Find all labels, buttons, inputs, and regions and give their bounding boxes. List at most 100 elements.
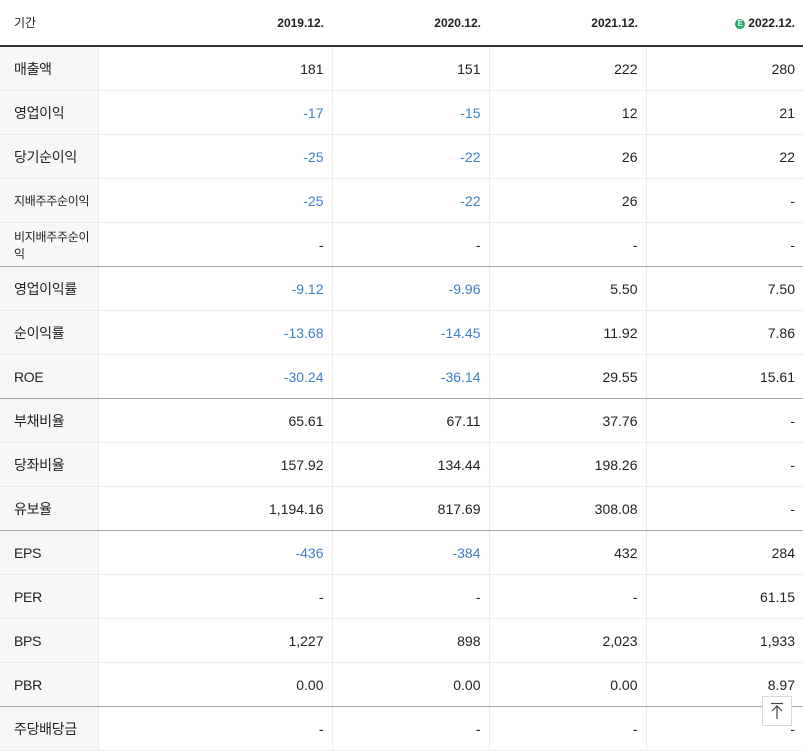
cell-value: -: [645, 486, 803, 531]
cell-value: 198.26: [488, 442, 646, 487]
cell-value: 29.55: [488, 354, 646, 399]
cell-value: 22: [645, 134, 803, 179]
table-row: BPS 1,227 898 2,023 1,933: [0, 618, 803, 663]
period-2022: E 2022.12.: [646, 0, 803, 47]
row-label: BPS: [0, 618, 98, 663]
cell-value: 817.69: [331, 486, 489, 531]
table-row: 지배주주순이익 -25 -22 26-: [0, 178, 803, 223]
row-label: 영업이익: [0, 90, 98, 135]
scroll-top-button[interactable]: [762, 696, 792, 726]
cell-value: 65.61: [97, 398, 332, 443]
cell-value: -22: [331, 134, 489, 179]
cell-value: 0.00: [331, 662, 489, 707]
cell-value: -13.68: [97, 310, 332, 355]
table-row: 당좌비율 157.92 134.44 198.26-: [0, 442, 803, 487]
cell-value: 37.76: [488, 398, 646, 443]
cell-value: 284: [645, 530, 803, 575]
cell-value: -: [97, 706, 332, 751]
cell-value: 2,023: [488, 618, 646, 663]
cell-value: 26: [488, 178, 646, 223]
cell-value: -9.96: [331, 266, 489, 311]
cell-value: -15: [331, 90, 489, 135]
cell-value: 134.44: [331, 442, 489, 487]
table-row: 영업이익률 -9.12 -9.96 5.50 7.50: [0, 266, 803, 311]
row-label: 유보율: [0, 486, 98, 531]
cell-value: 1,227: [97, 618, 332, 663]
cell-value: 15.61: [645, 354, 803, 399]
cell-value: -: [97, 222, 332, 267]
cell-value: 26: [488, 134, 646, 179]
row-label: 지배주주순이익: [0, 178, 98, 223]
row-label: ROE: [0, 354, 98, 399]
cell-value: -436: [97, 530, 332, 575]
cell-value: -: [488, 706, 646, 751]
row-label: 주당배당금: [0, 706, 98, 751]
cell-value: 0.00: [97, 662, 332, 707]
cell-value: -30.24: [97, 354, 332, 399]
cell-value: -: [331, 222, 489, 267]
cell-value: 157.92: [97, 442, 332, 487]
arrow-up-icon: [771, 702, 783, 719]
cell-value: 61.15: [645, 574, 803, 619]
table-row: ROE -30.24 -36.14 29.55 15.61: [0, 354, 803, 399]
row-label: 당좌비율: [0, 442, 98, 487]
cell-value: 7.50: [645, 266, 803, 311]
cell-value: -: [645, 222, 803, 267]
table-row: 영업이익 -17 -15 12 21: [0, 90, 803, 135]
table-row: 부채비율 65.61 67.11 37.76-: [0, 398, 803, 443]
cell-value: -: [331, 574, 489, 619]
table-row: 순이익률 -13.68 -14.45 11.92 7.86: [0, 310, 803, 355]
period-2022-label: 2022.12.: [748, 15, 795, 30]
cell-value: 1,194.16: [97, 486, 332, 531]
cell-value: -: [488, 574, 646, 619]
cell-value: -: [645, 442, 803, 487]
cell-value: 151: [331, 46, 489, 91]
table-row: 주당배당금 - - - -: [0, 706, 803, 751]
cell-value: 7.86: [645, 310, 803, 355]
cell-value: 181: [97, 46, 332, 91]
period-label: 기간: [0, 0, 98, 47]
cell-value: 1,933: [645, 618, 803, 663]
cell-value: -: [645, 178, 803, 223]
table-row: 비지배주주순이익 - - - -: [0, 222, 803, 267]
cell-value: 12: [488, 90, 646, 135]
cell-value: -36.14: [331, 354, 489, 399]
cell-value: 280: [645, 46, 803, 91]
table-row: PBR 0.00 0.00 0.00 8.97: [0, 662, 803, 707]
cell-value: -17: [97, 90, 332, 135]
cell-value: 308.08: [488, 486, 646, 531]
table-row: 매출액 181 151 222 280: [0, 46, 803, 91]
row-label: 순이익률: [0, 310, 98, 355]
estimate-icon: E: [735, 18, 746, 29]
row-label: PER: [0, 574, 98, 619]
period-2021: 2021.12.: [489, 0, 646, 47]
period-2019: 2019.12.: [98, 0, 332, 47]
row-label: EPS: [0, 530, 98, 575]
cell-value: 222: [488, 46, 646, 91]
row-label: 비지배주주순이익: [0, 222, 98, 267]
cell-value: 898: [331, 618, 489, 663]
table-row: 유보율 1,194.16 817.69 308.08-: [0, 486, 803, 531]
cell-value: -: [488, 222, 646, 267]
cell-value: 11.92: [488, 310, 646, 355]
row-label: 당기순이익: [0, 134, 98, 179]
cell-value: 0.00: [488, 662, 646, 707]
cell-value: -14.45: [331, 310, 489, 355]
period-2020: 2020.12.: [332, 0, 489, 47]
cell-value: -25: [97, 178, 332, 223]
table-row: 당기순이익 -25 -22 26 22: [0, 134, 803, 179]
row-label: 부채비율: [0, 398, 98, 443]
cell-value: -22: [331, 178, 489, 223]
cell-value: -: [645, 398, 803, 443]
table-row: PER - - -61.15: [0, 574, 803, 619]
cell-value: 432: [488, 530, 646, 575]
row-label: 매출액: [0, 46, 98, 91]
cell-value: -: [331, 706, 489, 751]
row-label: PBR: [0, 662, 98, 707]
cell-value: -: [97, 574, 332, 619]
cell-value: 5.50: [488, 266, 646, 311]
cell-value: -384: [331, 530, 489, 575]
cell-value: -9.12: [97, 266, 332, 311]
row-label: 영업이익률: [0, 266, 98, 311]
